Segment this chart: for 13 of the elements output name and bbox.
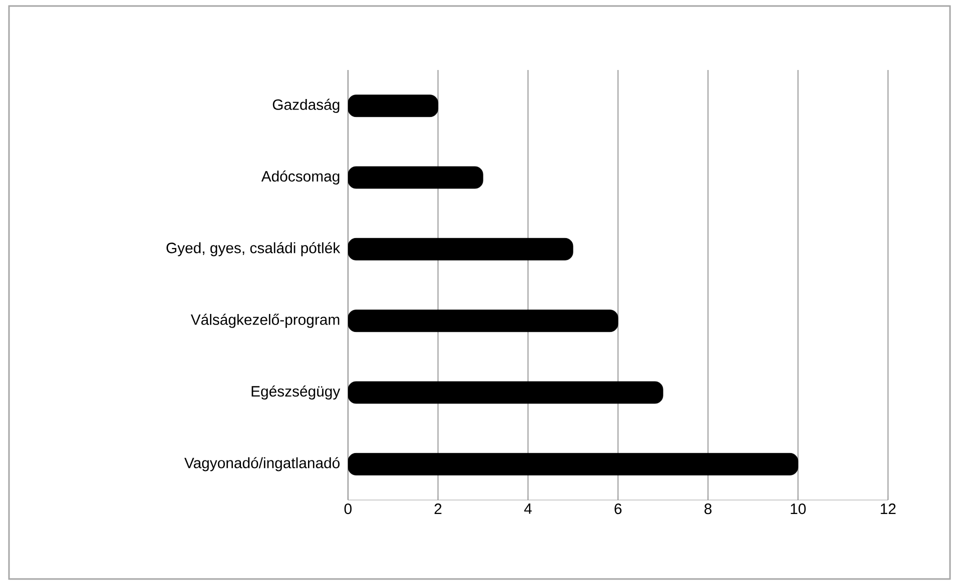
x-tick-label: 10 <box>790 504 806 514</box>
x-tick-label: 12 <box>880 504 896 514</box>
x-tick-label: 0 <box>344 504 352 514</box>
y-tick-label: Gyed, gyes, családi pótlék <box>166 242 340 256</box>
x-tick-label: 8 <box>704 504 712 514</box>
y-tick-label: Egészségügy <box>252 385 340 400</box>
x-tick-label: 2 <box>434 504 442 514</box>
y-tick-label: Adócsomag <box>261 170 340 185</box>
y-tick-label: Gazdaság <box>272 98 340 113</box>
y-tick-label: Válságkezelő-program <box>190 314 340 328</box>
y-tick-label: Vagyonadó/ingatlanadó <box>184 457 340 472</box>
x-tick-label: 6 <box>614 504 622 514</box>
x-tick-label: 4 <box>524 504 532 514</box>
